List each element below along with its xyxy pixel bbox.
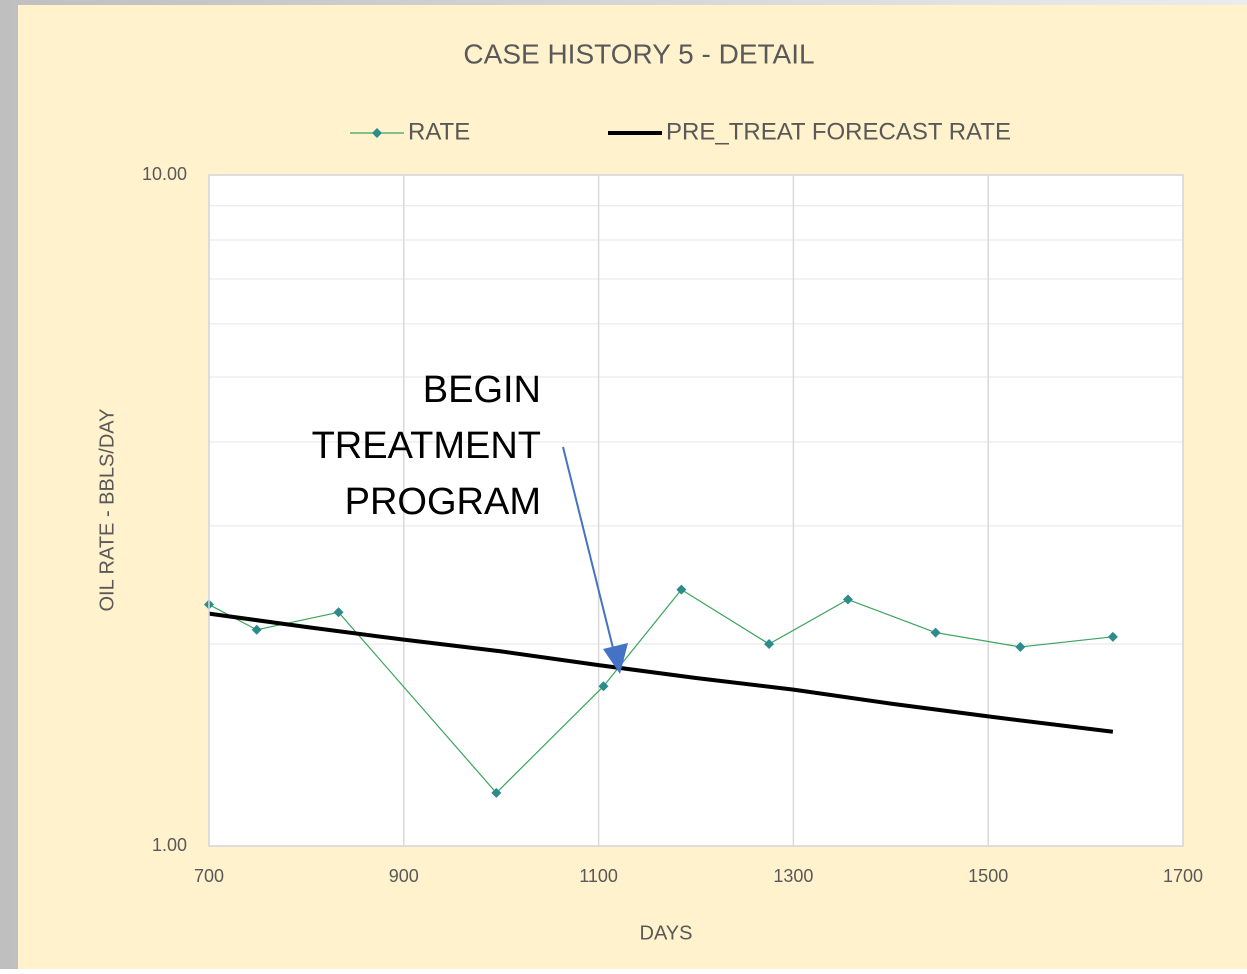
y-axis-label: OIL RATE - BBLS/DAY: [96, 408, 118, 611]
data-point: [930, 627, 941, 638]
annotation-text: TREATMENT: [312, 425, 541, 467]
y-tick-label: 1.00: [152, 835, 187, 855]
x-tick-label: 1100: [579, 866, 618, 886]
legend-label: PRE_TREAT FORECAST RATE: [666, 118, 1011, 145]
x-tick-label: 1500: [968, 866, 1008, 886]
data-point: [676, 584, 687, 595]
y-tick-label: 10.00: [142, 164, 187, 184]
annotation-arrowhead: [603, 643, 628, 674]
x-tick-label: 1700: [1163, 866, 1203, 886]
data-point: [1107, 631, 1118, 642]
annotation-text: BEGIN: [423, 369, 541, 411]
data-point: [333, 607, 344, 618]
annotation-text: PROGRAM: [345, 481, 541, 523]
data-point: [764, 639, 775, 650]
chart-title: CASE HISTORY 5 - DETAIL: [463, 38, 814, 69]
plot-area: [209, 175, 1183, 846]
legend-marker: [372, 128, 382, 138]
data-point: [598, 681, 609, 692]
x-axis-label: DAYS: [640, 922, 693, 944]
legend-label: RATE: [408, 118, 470, 145]
x-tick-label: 700: [194, 866, 224, 886]
data-point: [842, 594, 853, 605]
data-point: [491, 787, 502, 798]
plot-border: [208, 174, 1184, 847]
series-line: [208, 611, 1114, 734]
data-point: [251, 624, 262, 635]
x-tick-label: 1300: [773, 866, 813, 886]
data-point: [1015, 641, 1026, 652]
x-tick-label: 900: [389, 866, 419, 886]
annotation-arrow: [562, 446, 614, 649]
